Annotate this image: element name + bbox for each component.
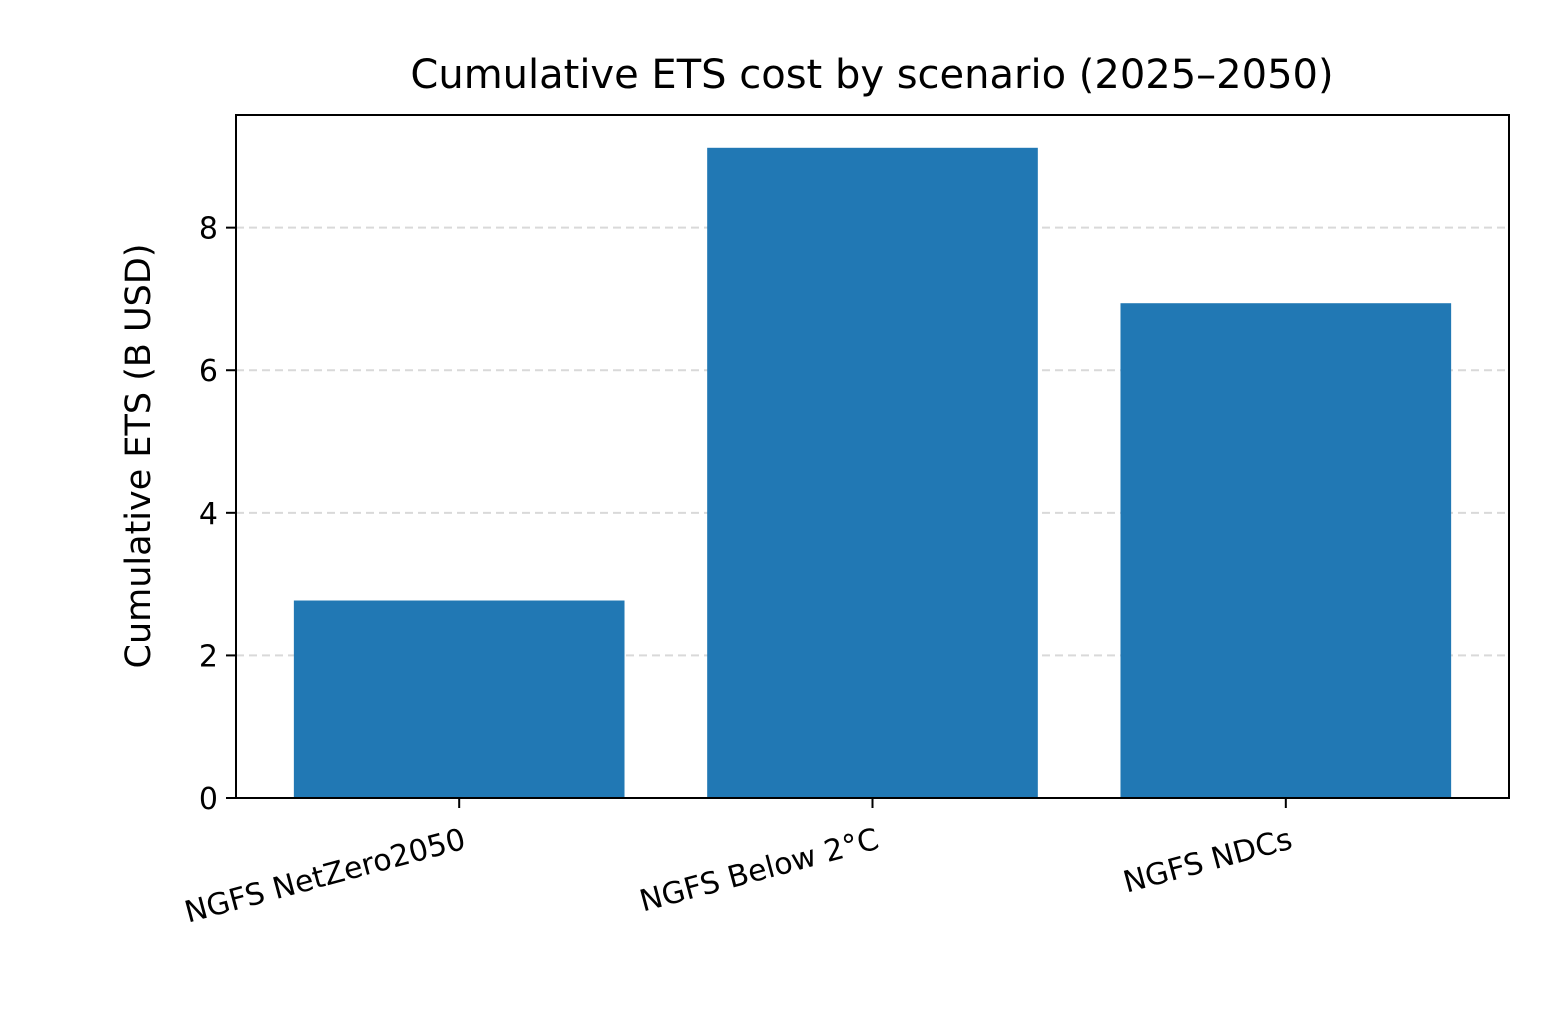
y-tick-label: 6: [199, 354, 218, 389]
y-tick-label: 2: [199, 639, 218, 674]
y-axis-ticks: 0 2 4 6 8: [199, 212, 236, 817]
y-tick-label: 4: [199, 497, 218, 532]
x-axis-ticks: NGFS NetZero2050 NGFS Below 2°C NGFS NDCs: [181, 798, 1296, 931]
x-tick-label: NGFS NDCs: [1120, 822, 1296, 901]
y-tick-label: 0: [199, 782, 218, 817]
bar: [707, 147, 1038, 798]
bar: [293, 600, 625, 798]
chart-title: Cumulative ETS cost by scenario (2025–20…: [410, 52, 1333, 98]
x-tick-label: NGFS NetZero2050: [181, 822, 469, 931]
y-axis-label: Cumulative ETS (B USD): [119, 244, 159, 669]
bar: [1120, 303, 1452, 798]
bars: [293, 147, 1452, 798]
x-tick-label: NGFS Below 2°C: [636, 822, 883, 919]
y-tick-label: 8: [199, 212, 218, 247]
